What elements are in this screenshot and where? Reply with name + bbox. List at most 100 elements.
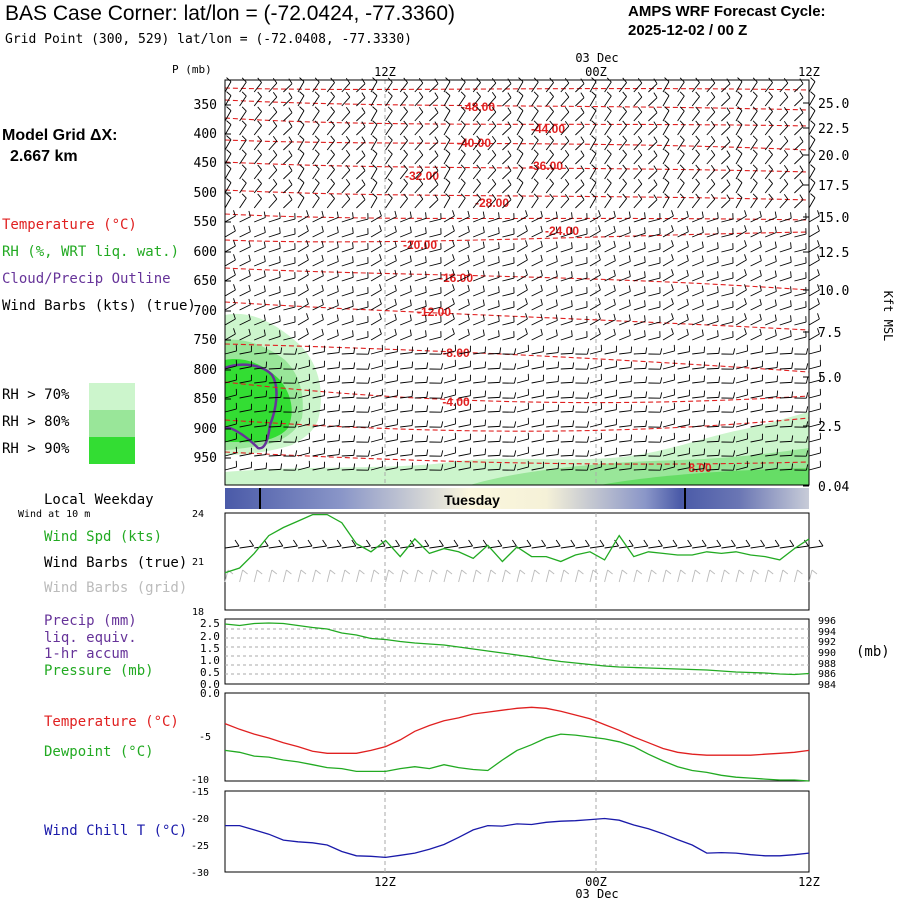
wind-barb bbox=[502, 321, 515, 326]
wind-barb bbox=[808, 408, 821, 413]
wind-barb-flag bbox=[440, 377, 444, 384]
sfc-wind-barb bbox=[560, 545, 575, 549]
wind-barb bbox=[443, 274, 455, 282]
wind-barb bbox=[473, 396, 486, 399]
wind-barb bbox=[546, 440, 559, 443]
wind-barb-flag bbox=[321, 313, 324, 320]
wind-barb bbox=[808, 245, 820, 253]
wind-barb bbox=[297, 333, 309, 341]
wind-barb-flag bbox=[352, 286, 354, 293]
wind-barb bbox=[677, 246, 689, 253]
wind-barb bbox=[808, 318, 820, 326]
wind-barb bbox=[414, 381, 427, 384]
wind-barb-flag bbox=[507, 92, 512, 98]
wind-barb-flag bbox=[294, 464, 298, 471]
wind-barb-flag bbox=[279, 256, 281, 263]
wind-barb bbox=[341, 140, 351, 151]
wind-barb bbox=[589, 365, 602, 370]
grid-wind-barb bbox=[750, 569, 755, 583]
wind-barb-flag bbox=[572, 362, 575, 369]
wind-barb bbox=[764, 183, 773, 194]
wind-barb-flag bbox=[580, 194, 585, 200]
wind-barb bbox=[735, 333, 747, 341]
pressure-tick-label: 950 bbox=[194, 451, 217, 466]
wind-barb-flag bbox=[272, 164, 278, 171]
wind-barb bbox=[312, 139, 320, 151]
wind-barb-flag bbox=[272, 178, 278, 185]
wind-barb-flag bbox=[606, 164, 612, 170]
wind-barb bbox=[604, 380, 617, 384]
wind-barb bbox=[691, 183, 700, 194]
bottom-date-label: 03 Dec bbox=[575, 887, 618, 900]
wind-barb bbox=[619, 396, 632, 399]
wind-barb-flag bbox=[686, 284, 689, 291]
wind-barb-flag bbox=[805, 450, 809, 457]
wind-barb-flag bbox=[418, 77, 424, 84]
wind-barb bbox=[414, 261, 427, 267]
wind-barb bbox=[414, 396, 427, 399]
precip-tick: 2.0 bbox=[200, 630, 220, 643]
wind-barb bbox=[808, 452, 821, 457]
wind-barb bbox=[604, 453, 617, 457]
wind-barb bbox=[575, 248, 588, 253]
wind-barb bbox=[297, 408, 310, 413]
wind-barb bbox=[414, 96, 424, 107]
wind-barb bbox=[370, 168, 378, 180]
wind-barb bbox=[224, 303, 236, 311]
wind-barb-flag bbox=[564, 193, 570, 200]
wind-barb-flag bbox=[330, 106, 335, 112]
wind-barb-flag bbox=[810, 135, 816, 140]
wind-barb bbox=[779, 169, 789, 180]
wind-barb bbox=[341, 154, 351, 165]
wind-barb bbox=[443, 168, 451, 180]
grid-wind-barb-flag bbox=[534, 569, 540, 575]
wind-barb-flag bbox=[280, 435, 283, 442]
grid-wind-barb-flag bbox=[227, 569, 234, 575]
wind-barb-flag bbox=[353, 405, 356, 412]
wind-barb bbox=[575, 184, 585, 194]
wind-barb-flag bbox=[452, 298, 455, 305]
wind-barb bbox=[764, 125, 773, 136]
wind-barb-flag bbox=[628, 285, 631, 292]
wind-barb-flag bbox=[233, 254, 236, 261]
grid-wind-barb bbox=[779, 569, 784, 583]
wind-barb bbox=[735, 139, 743, 151]
wind-barb bbox=[662, 274, 674, 282]
wind-barb-flag bbox=[659, 450, 663, 457]
wind-barb bbox=[502, 141, 512, 151]
wind-barb-flag bbox=[440, 464, 444, 471]
wind-barb bbox=[546, 305, 558, 311]
wind-barb bbox=[721, 292, 734, 297]
wind-barb-flag bbox=[591, 91, 597, 96]
wind-barb-flag bbox=[645, 449, 648, 456]
wind-barb bbox=[283, 184, 293, 194]
wind-barb bbox=[560, 440, 573, 443]
wind-barb bbox=[239, 95, 247, 107]
wind-barb-flag bbox=[394, 328, 397, 335]
wind-barb-flag bbox=[525, 269, 528, 276]
wind-barb bbox=[633, 125, 643, 136]
wind-barb bbox=[283, 155, 293, 165]
wind-barb-flag bbox=[799, 121, 804, 127]
wind-barb-flag bbox=[571, 300, 573, 307]
wind-barb bbox=[808, 379, 821, 384]
wind-barb-flag bbox=[507, 78, 512, 84]
wind-barb bbox=[268, 183, 278, 194]
wind-barb-flag bbox=[695, 135, 700, 141]
wind-barb-flag bbox=[403, 149, 408, 155]
wind-barb bbox=[721, 262, 734, 267]
dewpoint-line bbox=[224, 733, 810, 782]
wind-barb bbox=[385, 380, 398, 384]
grid-wind-barb bbox=[428, 569, 433, 583]
wind-barb bbox=[502, 126, 512, 136]
top-time-label: 12Z bbox=[798, 65, 820, 79]
wind-barb-flag bbox=[426, 376, 429, 383]
wind-barb bbox=[721, 170, 731, 180]
wind-barb bbox=[808, 153, 816, 165]
wind-barb bbox=[239, 168, 247, 180]
wind-barb-flag bbox=[622, 178, 627, 184]
wind-barb-flag bbox=[452, 210, 455, 217]
wind-barb bbox=[589, 259, 601, 267]
temperature-contour bbox=[224, 451, 810, 465]
wind-barb bbox=[750, 275, 762, 282]
